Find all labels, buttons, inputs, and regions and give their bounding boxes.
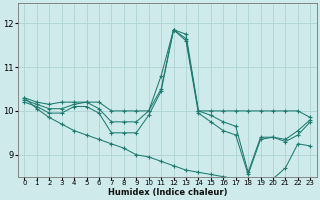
X-axis label: Humidex (Indice chaleur): Humidex (Indice chaleur) (108, 188, 227, 197)
